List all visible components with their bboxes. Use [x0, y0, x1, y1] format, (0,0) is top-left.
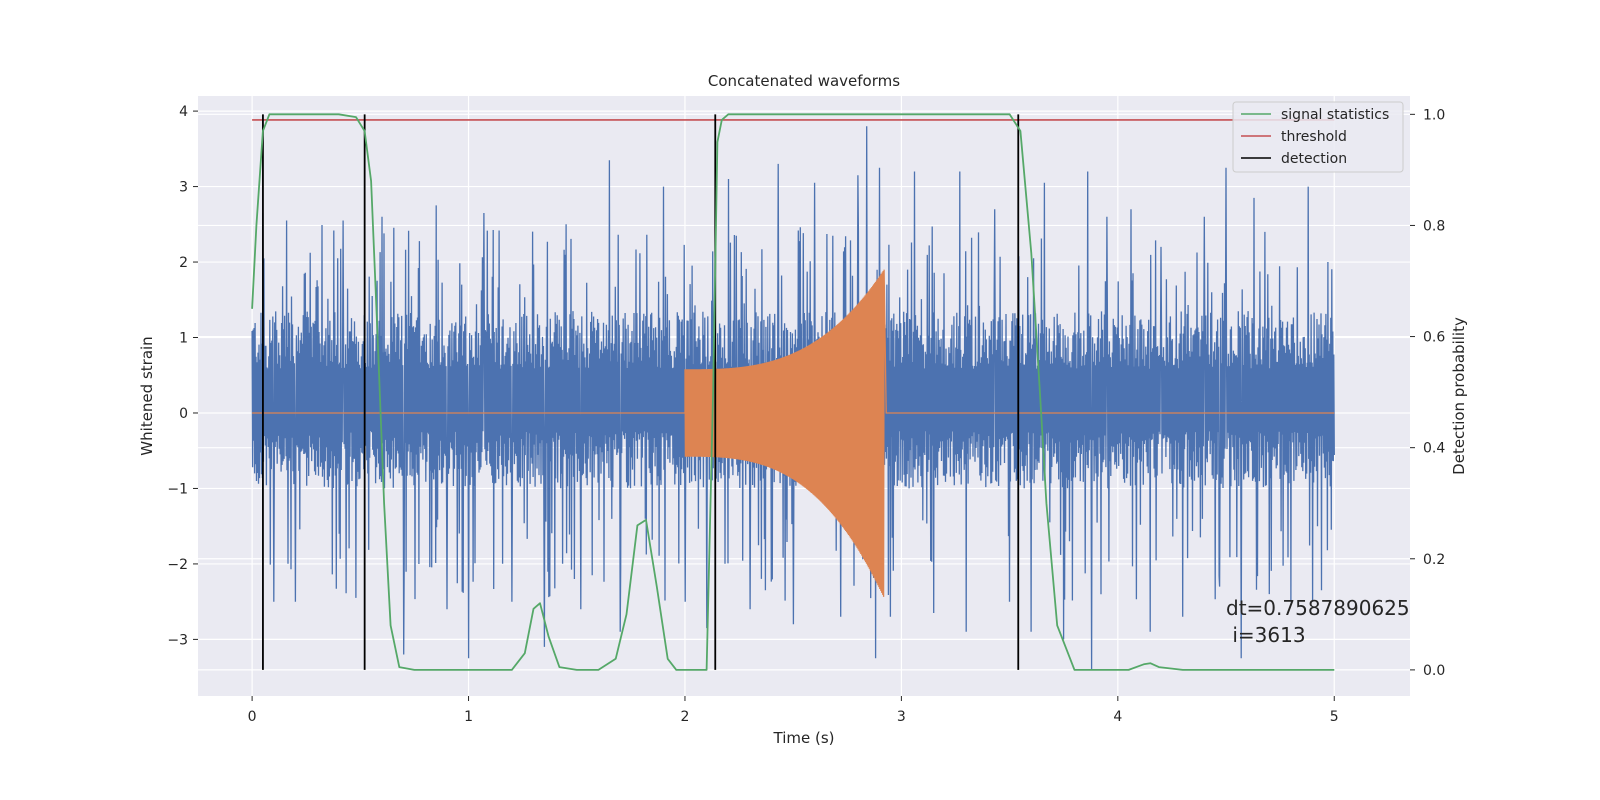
- chart-title: Concatenated waveforms: [708, 72, 900, 90]
- y2-tick-label: 0.6: [1423, 330, 1445, 346]
- y2-tick-label: 0.8: [1423, 218, 1445, 234]
- legend-label-detection: detection: [1281, 151, 1347, 167]
- y2-tick-label: 0.2: [1423, 552, 1445, 568]
- x-tick-label: 4: [1113, 709, 1122, 725]
- x-axis-label: Time (s): [773, 729, 835, 747]
- legend-label-signal: signal statistics: [1281, 107, 1389, 123]
- axes-layer: 0 1 2 3 4 5 −3 −2 −1 0 1 2 3 4 0.0 0.2 0.4 0.6 0.8 1.0: [167, 104, 1445, 725]
- y2-tick-label: 0.0: [1423, 663, 1445, 679]
- legend-label-threshold: threshold: [1281, 129, 1347, 145]
- legend: signal statistics threshold detection: [1232, 101, 1404, 173]
- annotation-line-2: i=3613: [1226, 623, 1306, 647]
- y2-tick-label: 1.0: [1423, 107, 1445, 123]
- y-tick-label: 2: [179, 255, 188, 271]
- y-tick-label: −2: [167, 557, 188, 573]
- y-tick-label: 1: [179, 331, 188, 347]
- injected-chirp-line: [252, 269, 1335, 597]
- series-layer: [251, 113, 1335, 671]
- x-tick-label: 5: [1330, 709, 1339, 725]
- y-axis-label: Whitened strain: [138, 336, 156, 455]
- y-tick-label: −1: [167, 481, 188, 497]
- y2-axis-label: Detection probability: [1450, 317, 1468, 475]
- dt-annotation: dt=0.7587890625 i=3613: [1226, 596, 1410, 647]
- x-tick-label: 0: [248, 709, 257, 725]
- y-tick-label: 4: [179, 104, 188, 120]
- x-tick-label: 3: [897, 709, 906, 725]
- whitened-strain-line: [251, 126, 1335, 670]
- x-tick-label: 1: [464, 709, 473, 725]
- legend-box: [1232, 101, 1404, 173]
- annotation-line-1: dt=0.7587890625: [1226, 596, 1410, 620]
- x-tick-label: 2: [681, 709, 690, 725]
- y2-tick-label: 0.4: [1423, 441, 1445, 457]
- y-tick-label: −3: [167, 632, 188, 648]
- signal-statistics-line: [251, 113, 1335, 671]
- y-tick-label: 0: [179, 406, 188, 422]
- y-tick-label: 3: [179, 180, 188, 196]
